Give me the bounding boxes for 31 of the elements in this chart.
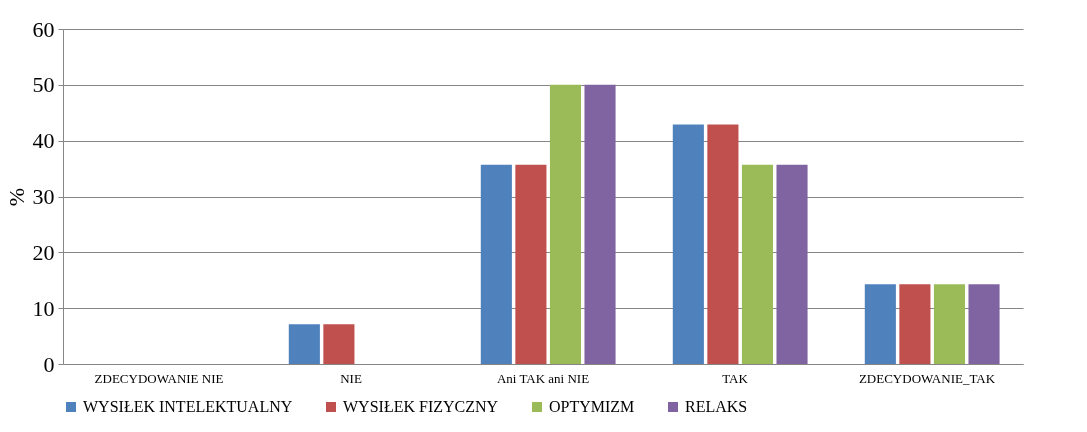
y-tick-label: 10 [32,295,55,321]
y-axis-title: % [3,187,29,207]
legend-label: WYSIŁEK FIZYCZNY [343,398,499,415]
bar [584,84,616,364]
legend-label: WYSIŁEK INTELEKTUALNY [83,398,293,415]
legend-label: OPTYMIZM [549,398,635,415]
bar [776,164,808,364]
bar [323,324,355,364]
y-tick-label: 0 [43,351,55,377]
bar [672,124,704,364]
x-tick-label: TAK [722,370,749,386]
x-tick-label: ZDECYDOWANIE_TAK [858,370,996,386]
bar [480,164,512,364]
legend-label: RELAKS [685,398,748,415]
y-tick-label: 20 [32,239,55,265]
bar [968,284,1000,364]
x-tick-label: NIE [340,370,362,386]
y-tick-label: 30 [32,184,55,209]
bar [515,164,547,364]
y-tick-label: 50 [32,72,55,98]
y-tick-label: 60 [32,16,55,42]
bar [707,124,739,364]
bar [864,284,896,364]
bar [549,84,582,364]
x-tick-label: Ani TAK ani NIE [496,370,590,386]
bar [933,284,966,364]
bar [741,164,774,364]
bar [288,324,320,364]
y-tick-label: 40 [32,128,55,154]
x-tick-label: ZDECYDOWANIE NIE [94,370,224,386]
bar [899,284,931,364]
